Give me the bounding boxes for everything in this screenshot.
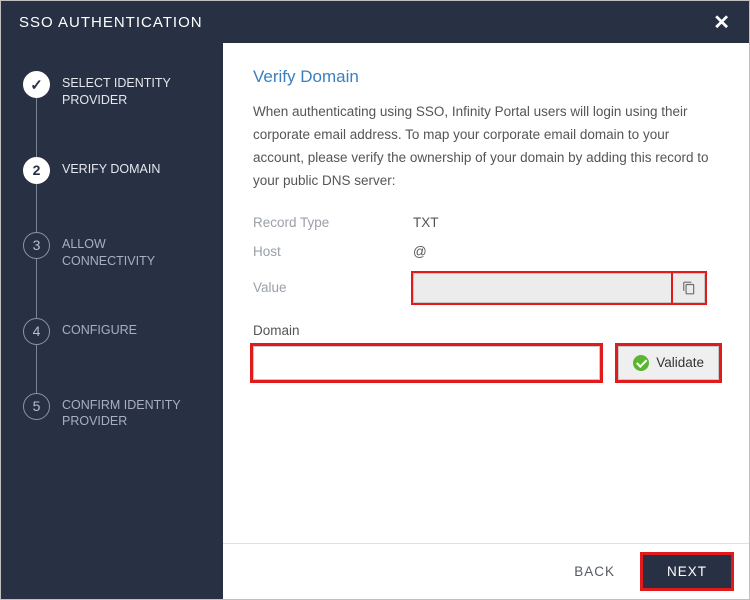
host-value: @ bbox=[413, 244, 427, 259]
record-type-value: TXT bbox=[413, 215, 439, 230]
validate-label: Validate bbox=[656, 355, 704, 370]
step-label: CONFIGURE bbox=[62, 318, 137, 339]
step-verify-domain[interactable]: 2 VERIFY DOMAIN bbox=[23, 157, 209, 232]
page-heading: Verify Domain bbox=[253, 67, 719, 87]
description-text: When authenticating using SSO, Infinity … bbox=[253, 101, 719, 193]
txt-value-input[interactable] bbox=[413, 273, 673, 303]
dialog-footer: BACK NEXT bbox=[223, 543, 749, 599]
validate-button[interactable]: Validate bbox=[618, 346, 719, 380]
domain-label: Domain bbox=[253, 323, 719, 338]
dialog-title: SSO AUTHENTICATION bbox=[19, 14, 203, 31]
value-label: Value bbox=[253, 280, 413, 295]
domain-row: Validate bbox=[253, 346, 719, 380]
wizard-sidebar: ✓ SELECT IDENTITY PROVIDER 2 VERIFY DOMA… bbox=[1, 43, 223, 599]
step-circle-2: 2 bbox=[23, 157, 50, 184]
record-type-row: Record Type TXT bbox=[253, 215, 719, 230]
step-allow-connectivity[interactable]: 3 ALLOW CONNECTIVITY bbox=[23, 232, 209, 318]
step-circle-1: ✓ bbox=[23, 71, 50, 98]
main-panel: Verify Domain When authenticating using … bbox=[223, 43, 749, 599]
step-confirm-identity-provider[interactable]: 5 CONFIRM IDENTITY PROVIDER bbox=[23, 393, 209, 431]
main-content: Verify Domain When authenticating using … bbox=[223, 43, 749, 543]
step-circle-3: 3 bbox=[23, 232, 50, 259]
step-label: SELECT IDENTITY PROVIDER bbox=[62, 71, 202, 109]
step-configure[interactable]: 4 CONFIGURE bbox=[23, 318, 209, 393]
value-row: Value bbox=[253, 273, 719, 303]
value-box-wrap bbox=[413, 273, 705, 303]
host-label: Host bbox=[253, 244, 413, 259]
close-icon[interactable]: ✕ bbox=[709, 8, 735, 37]
dialog-body: ✓ SELECT IDENTITY PROVIDER 2 VERIFY DOMA… bbox=[1, 43, 749, 599]
step-list: ✓ SELECT IDENTITY PROVIDER 2 VERIFY DOMA… bbox=[23, 71, 209, 430]
step-label: CONFIRM IDENTITY PROVIDER bbox=[62, 393, 202, 431]
next-button[interactable]: NEXT bbox=[643, 555, 731, 588]
step-label: VERIFY DOMAIN bbox=[62, 157, 160, 178]
step-circle-4: 4 bbox=[23, 318, 50, 345]
domain-input[interactable] bbox=[253, 346, 600, 380]
step-select-identity-provider[interactable]: ✓ SELECT IDENTITY PROVIDER bbox=[23, 71, 209, 157]
back-button[interactable]: BACK bbox=[564, 556, 625, 587]
check-icon: ✓ bbox=[30, 76, 43, 94]
domain-block: Domain Validate bbox=[253, 323, 719, 380]
host-row: Host @ bbox=[253, 244, 719, 259]
sso-auth-dialog: SSO AUTHENTICATION ✕ ✓ SELECT IDENTITY P… bbox=[0, 0, 750, 600]
copy-icon bbox=[682, 281, 696, 295]
copy-button[interactable] bbox=[673, 273, 705, 303]
success-check-icon bbox=[633, 355, 649, 371]
step-label: ALLOW CONNECTIVITY bbox=[62, 232, 202, 270]
record-type-label: Record Type bbox=[253, 215, 413, 230]
title-bar: SSO AUTHENTICATION ✕ bbox=[1, 1, 749, 43]
step-circle-5: 5 bbox=[23, 393, 50, 420]
